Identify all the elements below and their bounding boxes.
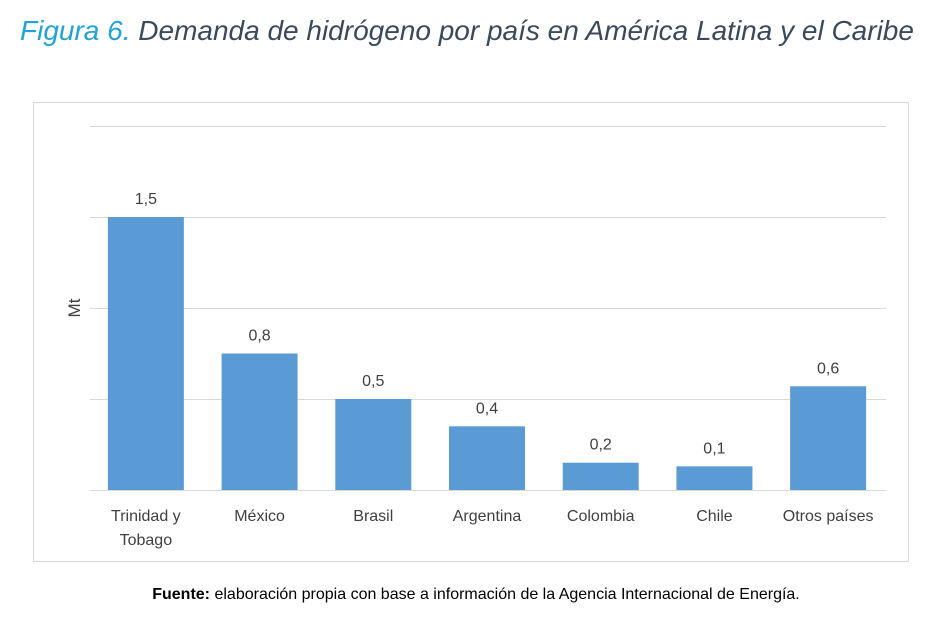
x-tick-label: Argentina <box>453 508 522 525</box>
figure-title-text: Demanda de hidrógeno por país en América… <box>138 15 914 46</box>
bar-7 <box>790 386 867 490</box>
x-tick-label: Chile <box>696 508 733 525</box>
figure-label: Figura 6. <box>20 15 131 46</box>
figure-title: Figura 6. Demanda de hidrógeno por país … <box>20 12 930 50</box>
data-label: 0,2 <box>590 437 612 454</box>
data-label: 0,1 <box>703 440 725 457</box>
x-tick-label: Colombia <box>567 508 635 525</box>
caption-label: Fuente: <box>152 586 211 603</box>
data-label: 0,4 <box>476 400 498 417</box>
bar-2 <box>221 353 298 490</box>
data-label: 0,6 <box>817 360 839 377</box>
data-label: 1,5 <box>135 191 157 208</box>
bar-3 <box>335 399 412 490</box>
y-axis-label: Mt <box>65 298 84 317</box>
data-label: 0,8 <box>248 328 270 345</box>
data-label: 0,5 <box>362 373 384 390</box>
bar-6 <box>676 466 753 490</box>
bar-1 <box>107 217 184 490</box>
x-tick-label: Trinidad y <box>111 508 181 525</box>
caption-text: elaboración propia con base a informació… <box>214 586 800 603</box>
x-tick-label: Tobago <box>120 532 173 549</box>
x-tick-label: Brasil <box>353 508 393 525</box>
x-tick-label: Otros países <box>783 508 874 525</box>
bar-5 <box>562 462 639 490</box>
x-tick-label: México <box>234 508 285 525</box>
figure-caption: Fuente: elaboración propia con base a in… <box>0 586 952 604</box>
bar-4 <box>449 426 525 490</box>
